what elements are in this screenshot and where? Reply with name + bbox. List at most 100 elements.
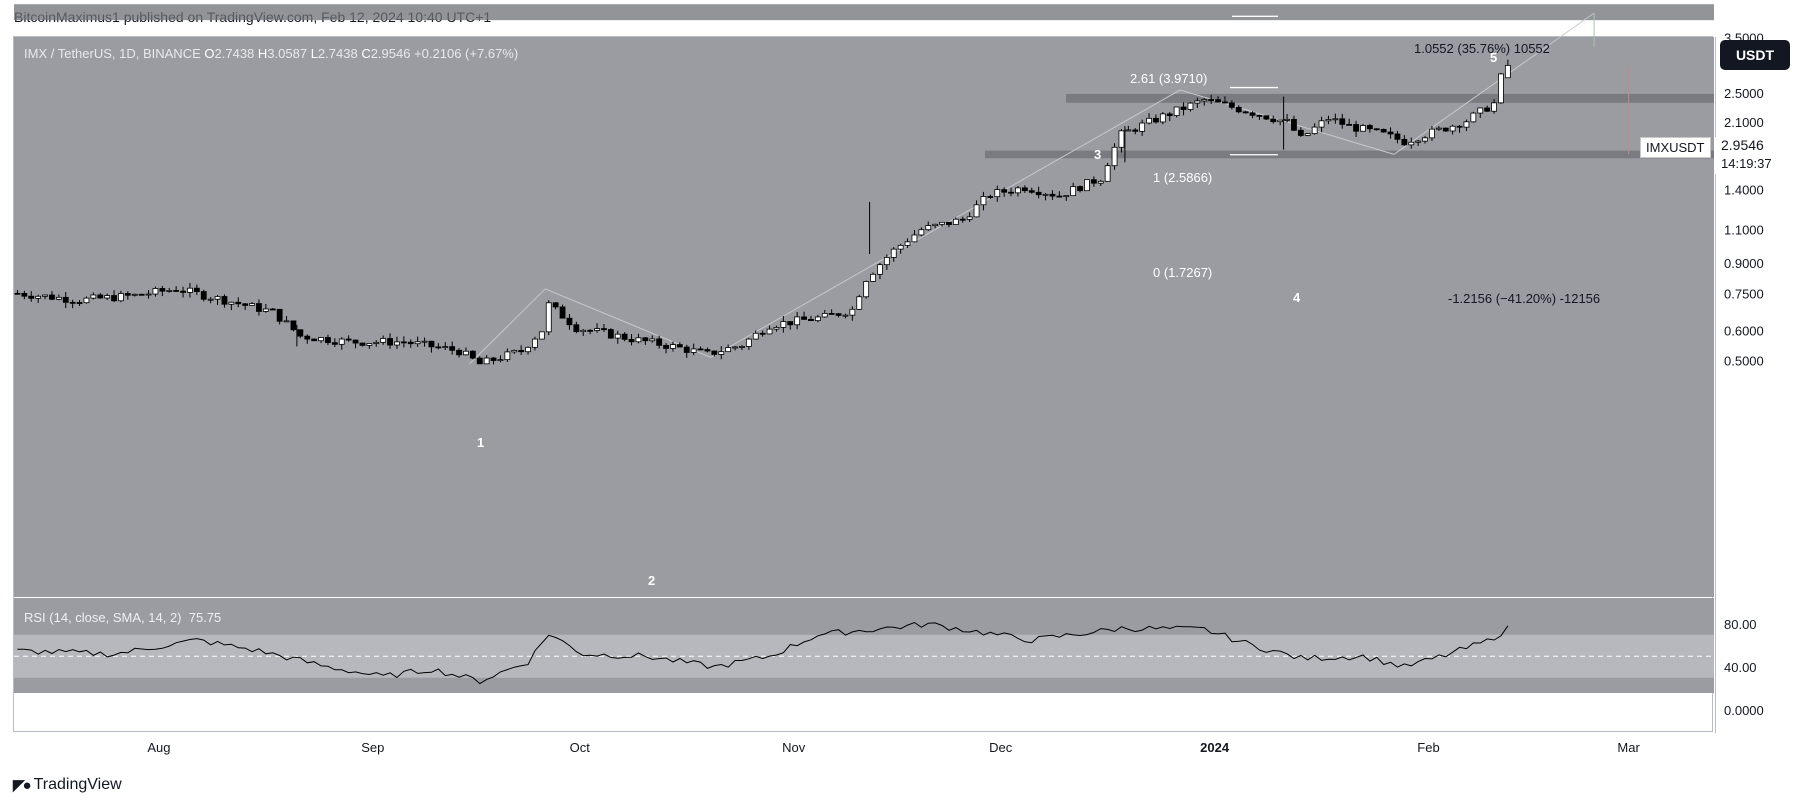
- candle: [118, 290, 124, 303]
- candle: [1318, 116, 1325, 133]
- open-value: 2.7438: [214, 46, 255, 61]
- candle-up-body: [883, 257, 890, 266]
- candle-up-body: [532, 338, 538, 348]
- candle-down-body: [1263, 115, 1270, 120]
- wave-layer: [469, 12, 1630, 365]
- candle: [1263, 115, 1270, 121]
- symbol-title: IMX / TetherUS, 1D, BINANCE: [24, 46, 201, 61]
- candle: [104, 293, 111, 301]
- candle: [1063, 195, 1070, 201]
- candle-down-body: [69, 301, 76, 304]
- candle-up-body: [1187, 102, 1194, 110]
- candle-down-body: [331, 342, 338, 345]
- candle: [911, 230, 918, 243]
- candle: [449, 341, 456, 355]
- tradingview-brand-text: TradingView: [33, 776, 122, 793]
- candle-down-body: [235, 301, 242, 305]
- candle: [559, 304, 566, 319]
- price-tick-label: 0.7500: [1724, 286, 1764, 301]
- candle: [794, 312, 801, 330]
- wave-segment-5: [1393, 12, 1595, 155]
- candle: [642, 337, 649, 345]
- candle-up-body: [635, 337, 642, 343]
- candle: [76, 300, 83, 306]
- candle-up-body: [55, 296, 62, 300]
- candle: [290, 320, 297, 332]
- candle: [1242, 110, 1249, 114]
- candle-up-body: [228, 301, 235, 305]
- candle-up-body: [1332, 118, 1339, 121]
- candle-down-body: [138, 293, 145, 296]
- candle-up-body: [1318, 120, 1325, 128]
- candle: [173, 286, 180, 292]
- candle-down-body: [1208, 99, 1215, 101]
- candle-up-body: [1311, 126, 1318, 134]
- candle: [683, 344, 690, 358]
- candle-up-body: [925, 225, 932, 231]
- candle-down-body: [221, 296, 228, 305]
- wave-segment-1: [469, 288, 546, 365]
- candle: [1173, 106, 1180, 118]
- candle-up-body: [1304, 133, 1311, 136]
- candle: [352, 339, 359, 349]
- candle: [552, 302, 559, 310]
- candle: [1001, 187, 1008, 197]
- candle-up-body: [670, 344, 676, 349]
- candle-down-body: [621, 333, 628, 340]
- candle: [1270, 115, 1277, 124]
- candle-down-body: [1339, 118, 1346, 125]
- currency-badge[interactable]: USDT: [1720, 40, 1790, 70]
- candle: [994, 185, 1001, 202]
- candle-down-body: [601, 328, 607, 331]
- candle: [1373, 128, 1380, 131]
- candle: [980, 191, 987, 211]
- candle-up-body: [966, 216, 973, 220]
- candle: [1442, 127, 1449, 133]
- candle-down-body: [1001, 189, 1008, 193]
- candle: [1429, 125, 1435, 141]
- candle: [214, 294, 221, 305]
- candle: [1504, 59, 1511, 79]
- candle-down-body: [193, 287, 200, 292]
- candle-down-body: [1008, 191, 1014, 194]
- candle: [387, 333, 393, 349]
- candle-down-body: [1090, 179, 1097, 184]
- rsi-value: 75.75: [188, 610, 222, 625]
- high-label: H: [257, 46, 268, 61]
- candle-up-body: [166, 290, 173, 292]
- candle: [1090, 176, 1097, 187]
- candle: [400, 336, 407, 348]
- candle-down-body: [697, 348, 704, 351]
- candle-up-body: [1429, 128, 1435, 139]
- candle-down-body: [1035, 191, 1042, 196]
- candle-down-body: [1056, 195, 1063, 198]
- candle-up-body: [366, 343, 373, 346]
- time-tick-label: Feb: [1417, 740, 1439, 755]
- candle: [221, 294, 228, 308]
- candle: [256, 299, 262, 316]
- candle-down-body: [573, 324, 580, 333]
- tradingview-logo[interactable]: ◤● TradingView: [13, 776, 122, 794]
- zone-2: [985, 150, 1714, 159]
- candle: [166, 287, 173, 293]
- candle: [69, 299, 76, 309]
- candle-up-body: [1111, 146, 1118, 167]
- candle: [670, 341, 676, 352]
- candle: [1146, 113, 1152, 125]
- candle: [897, 243, 904, 254]
- candle-down-body: [1228, 102, 1235, 108]
- time-tick-label: Oct: [570, 740, 591, 755]
- candle: [621, 332, 628, 342]
- candle: [1449, 124, 1456, 135]
- symbol-legend: IMX / TetherUS, 1D, BINANCE O2.7438 H3.0…: [24, 46, 518, 61]
- candle-up-body: [856, 296, 863, 310]
- candle: [1070, 182, 1077, 197]
- candle: [1498, 72, 1504, 104]
- candle: [959, 216, 966, 223]
- candle-down-body: [387, 338, 393, 346]
- fib-label-ext: 2.61 (3.9710): [1130, 71, 1208, 86]
- level-layer: [1230, 15, 1278, 156]
- candle: [952, 217, 959, 225]
- candle-up-body: [1139, 122, 1146, 132]
- candle: [628, 334, 635, 346]
